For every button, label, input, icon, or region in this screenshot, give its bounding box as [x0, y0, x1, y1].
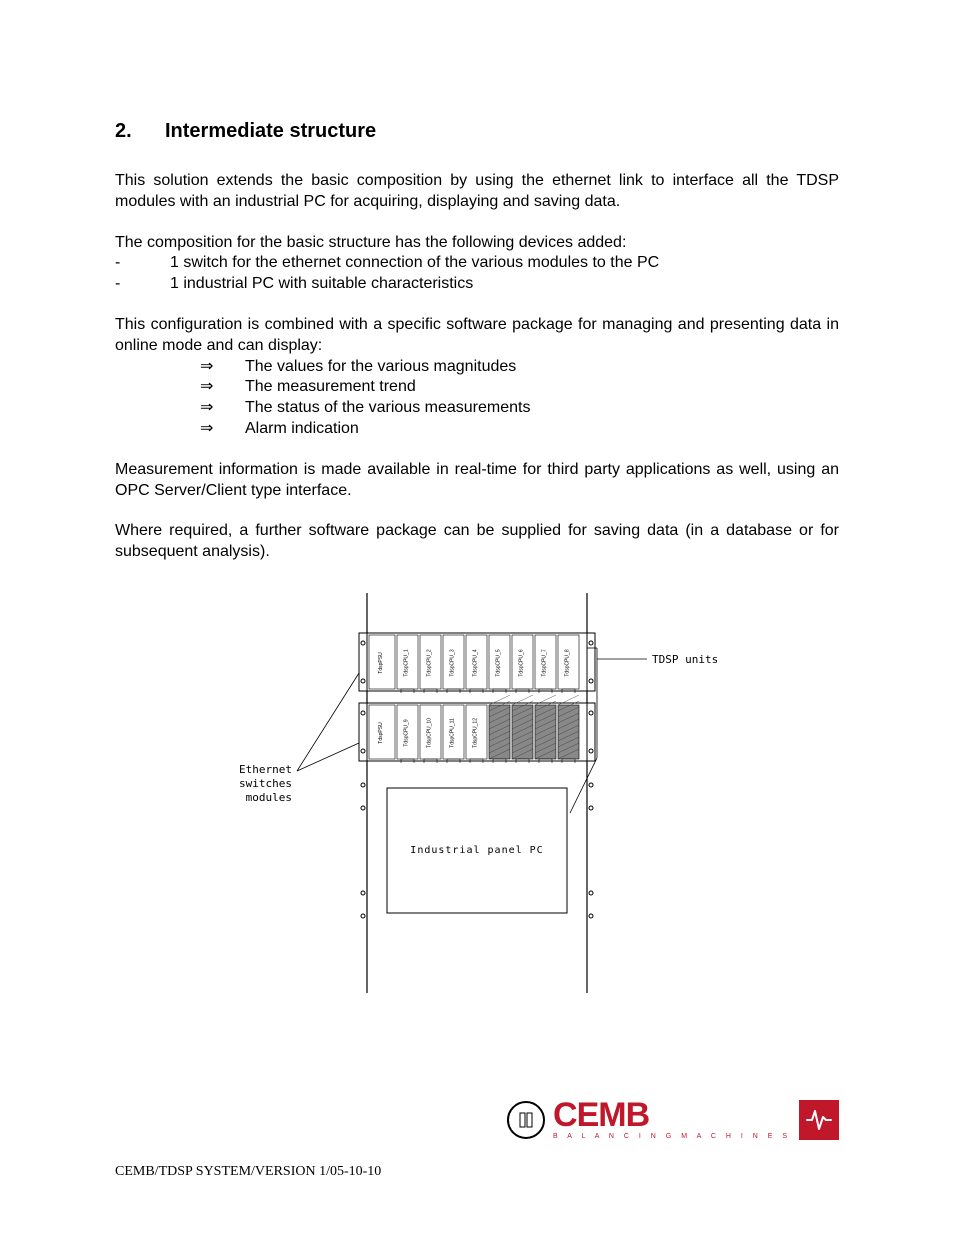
heading-number: 2.: [115, 120, 165, 143]
dash-bullet: -: [115, 274, 170, 295]
document-page: 2.Intermediate structure This solution e…: [0, 0, 954, 1235]
empty-slot: [512, 705, 533, 759]
dash-bullet: -: [115, 253, 170, 274]
dash-item: -1 switch for the ethernet connection of…: [115, 253, 839, 274]
slot-label: TdspCPU_8: [565, 649, 571, 676]
paragraph-1: This solution extends the basic composit…: [115, 171, 839, 213]
arrow-item: ⇒Alarm indication: [115, 419, 839, 440]
slot-label: TdspCPU_7: [542, 649, 548, 676]
left-label-2: switches: [239, 777, 292, 790]
dash-item: -1 industrial PC with suitable character…: [115, 274, 839, 295]
left-label-group: Ethernet switches modules: [239, 673, 359, 804]
arrow-item: ⇒The measurement trend: [115, 377, 839, 398]
slot-label: TdspCPU_9: [404, 719, 410, 746]
diagram-container: TdspPSU TdspCPU_1 TdspCPU_2 TdspCPU_3 TdspC…: [115, 593, 839, 1013]
arrow-bullet: ⇒: [200, 398, 245, 419]
logo-text-block: CEMB B A L A N C I N G M A C H I N E S: [553, 1100, 791, 1140]
arrow-text: The measurement trend: [245, 377, 416, 398]
arrow-text: The status of the various measurements: [245, 398, 530, 419]
paragraph-3-block: This configuration is combined with a sp…: [115, 315, 839, 440]
right-label: TDSP units: [652, 653, 717, 666]
tdsp-row-1: TdspPSU TdspCPU_1 TdspCPU_2 TdspCPU_3 TdspC…: [359, 633, 595, 693]
arrow-item: ⇒The values for the various magnitudes: [115, 357, 839, 378]
slot-label: TdspCPU_5: [496, 649, 502, 676]
section-heading: 2.Intermediate structure: [115, 120, 839, 143]
arrow-text: Alarm indication: [245, 419, 359, 440]
arrow-bullet: ⇒: [200, 377, 245, 398]
paragraph-5: Where required, a further software packa…: [115, 521, 839, 563]
footer-logo: CEMB B A L A N C I N G M A C H I N E S: [507, 1100, 839, 1140]
logo-pulse-icon: [799, 1100, 839, 1140]
arrow-item: ⇒The status of the various measurements: [115, 398, 839, 419]
slot-label: TdspPSU: [378, 652, 384, 674]
footer-version-text: CEMB/TDSP SYSTEM/VERSION 1/05-10-10: [115, 1164, 381, 1180]
left-label-3: modules: [246, 791, 292, 804]
empty-slot: [535, 705, 556, 759]
architecture-diagram: TdspPSU TdspCPU_1 TdspCPU_2 TdspCPU_3 TdspC…: [237, 593, 717, 1013]
paragraph-4: Measurement information is made availabl…: [115, 460, 839, 502]
logo-main-text: CEMB: [553, 1100, 649, 1131]
paragraph-2-block: The composition for the basic structure …: [115, 233, 839, 295]
logo-sub-text: B A L A N C I N G M A C H I N E S: [553, 1133, 791, 1140]
slot-label: TdspCPU_12: [473, 718, 479, 748]
slot-label: TdspPSU: [378, 722, 384, 744]
heading-title: Intermediate structure: [165, 120, 376, 142]
slot-label: TdspCPU_6: [519, 649, 525, 676]
empty-slot: [558, 705, 579, 759]
panel-pc-label: Industrial panel PC: [410, 845, 543, 856]
arrow-list: ⇒The values for the various magnitudes ⇒…: [115, 357, 839, 440]
slot-label: TdspCPU_1: [404, 649, 410, 676]
dash-text: 1 switch for the ethernet connection of …: [170, 253, 659, 274]
logo-circle-icon: [507, 1101, 545, 1139]
slot-label: TdspCPU_11: [450, 718, 456, 748]
slot-label: TdspCPU_3: [450, 649, 456, 676]
panel-pc-section: Industrial panel PC: [361, 783, 593, 918]
slot-label: TdspCPU_10: [427, 718, 433, 748]
slot-label: TdspCPU_4: [473, 649, 479, 676]
tdsp-row-2: TdspPSU TdspCPU_9 TdspCPU_10 TdspCPU_11 Tds…: [359, 695, 595, 763]
dash-list: -1 switch for the ethernet connection of…: [115, 253, 839, 295]
arrow-bullet: ⇒: [200, 419, 245, 440]
empty-slot: [489, 705, 510, 759]
dash-text: 1 industrial PC with suitable characteri…: [170, 274, 473, 295]
arrow-bullet: ⇒: [200, 357, 245, 378]
paragraph-3-lead: This configuration is combined with a sp…: [115, 315, 839, 357]
paragraph-2-lead: The composition for the basic structure …: [115, 233, 839, 254]
slot-label: TdspCPU_2: [427, 649, 433, 676]
arrow-text: The values for the various magnitudes: [245, 357, 516, 378]
left-label-1: Ethernet: [239, 763, 292, 776]
